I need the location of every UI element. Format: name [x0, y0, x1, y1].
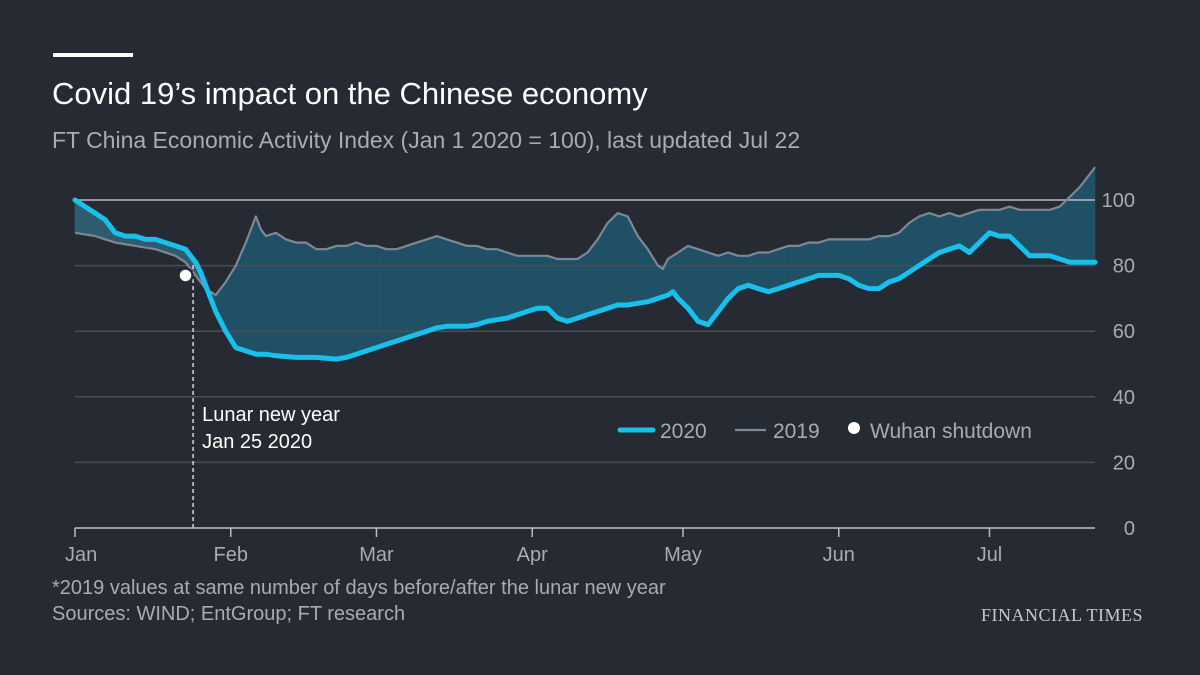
lunar-new-year-label: Lunar new year [202, 404, 340, 426]
brand-logo: FINANCIAL TIMES [980, 605, 1143, 625]
gap-area-segment [778, 245, 789, 289]
gap-area-segment [396, 245, 407, 342]
legend-label-2019: 2019 [773, 420, 820, 443]
y-tick-label: 20 [1113, 452, 1135, 474]
gap-area-segment [456, 242, 468, 327]
gap-area-segment [858, 239, 870, 289]
y-tick-label: 100 [1102, 190, 1135, 212]
gap-area-segment [1039, 209, 1051, 257]
gap-area-segment [260, 228, 267, 355]
gap-area-segment [1029, 209, 1041, 257]
gap-area-segment [386, 248, 397, 345]
gap-area-segment [818, 238, 829, 276]
gap-area-segment [1079, 172, 1091, 263]
gap-area-segment [1069, 186, 1081, 263]
gap-area-segment [516, 255, 528, 316]
gap-area-segment [416, 238, 428, 335]
series-2019-line [74, 166, 1096, 297]
gap-area-segment [567, 258, 578, 322]
gap-area-segment [356, 242, 367, 355]
gap-area-segment [536, 255, 548, 309]
gap-area-segment [748, 252, 759, 289]
x-tick-label-mar: Mar [359, 544, 394, 566]
gap-area-segment [446, 238, 458, 327]
footnote-text: *2019 values at same number of days befo… [52, 577, 666, 599]
gap-area-segment [667, 255, 674, 296]
gap-area-segment [577, 251, 588, 319]
gap-area-segment [325, 245, 337, 360]
gap-area-segment [828, 239, 840, 276]
x-tick-label-may: May [664, 544, 702, 566]
legend-swatch-wuhan-shutdown [848, 422, 860, 434]
gap-area-segment [486, 248, 498, 322]
gap-area-segment [1049, 206, 1061, 260]
y-tick-label: 80 [1113, 256, 1135, 278]
gap-area-segment [798, 242, 809, 283]
gap-area-segment [999, 206, 1010, 237]
gap-area-segment [335, 245, 347, 360]
gap-area-segment [938, 212, 950, 253]
gridlines [75, 199, 1095, 529]
gap-area-segment [617, 212, 629, 306]
gap-area-segment [607, 212, 618, 309]
y-tick-label: 60 [1113, 321, 1135, 343]
legend: 2020 2019 Wuhan shutdown [617, 420, 1032, 443]
x-tick-label-jun: Jun [823, 544, 855, 566]
gap-area-segment [366, 245, 377, 352]
gap-area-segment [888, 232, 900, 283]
gap-area-segment [436, 235, 448, 329]
legend-label-2020: 2020 [660, 420, 707, 443]
gap-area-segment [235, 242, 247, 352]
gap-area-segment [838, 239, 850, 280]
gap-area-segment [476, 245, 488, 326]
chart-title: Covid 19’s impact on the Chinese economy [52, 76, 648, 111]
header-accent-bar [53, 53, 133, 57]
gap-area-segment [275, 232, 287, 357]
chart-subtitle: FT China Economic Activity Index (Jan 1 … [52, 127, 801, 153]
gap-area-segment [376, 245, 387, 349]
gap-area-segment [466, 245, 478, 327]
gap-area-segment [627, 216, 639, 306]
gap-area-segment [506, 252, 518, 319]
sources-text: Sources: WIND; EntGroup; FT research [52, 603, 406, 625]
y-tick-label: 0 [1124, 518, 1135, 540]
gap-area-segment [346, 242, 357, 358]
gap-area-segment [426, 235, 438, 332]
gap-area-segment [697, 248, 709, 326]
legend-label-wuhan-shutdown: Wuhan shutdown [870, 420, 1032, 443]
gap-area-segment [285, 238, 297, 358]
series-2020-line [72, 197, 1098, 362]
gap-area-segment [295, 242, 307, 358]
gap-area-segment [557, 258, 568, 322]
gap-area-segment [305, 242, 317, 358]
y-tick-label: 40 [1113, 387, 1135, 409]
x-tick-label-jul: Jul [977, 544, 1003, 566]
gap-area-segment [868, 235, 880, 289]
x-tick-label-jan: Jan [65, 544, 97, 566]
gap-area-segment [526, 255, 538, 312]
footnote: *2019 values at same number of days befo… [52, 575, 666, 627]
x-tick-label-feb: Feb [214, 544, 248, 566]
lunar-new-year-date-label: Jan 25 2020 [202, 431, 312, 453]
gap-area-segment [1089, 166, 1096, 263]
gap-area-segment [496, 248, 508, 321]
wuhan-shutdown-dot [177, 267, 194, 284]
gap-area-segment [265, 232, 277, 357]
gap-area-segment [758, 252, 769, 293]
gap-area-segment [768, 248, 779, 293]
x-tick-label-apr: Apr [517, 544, 548, 566]
gap-area-segment [657, 265, 664, 299]
gap-area-segment [255, 216, 262, 355]
gap-area-segment [406, 242, 417, 339]
